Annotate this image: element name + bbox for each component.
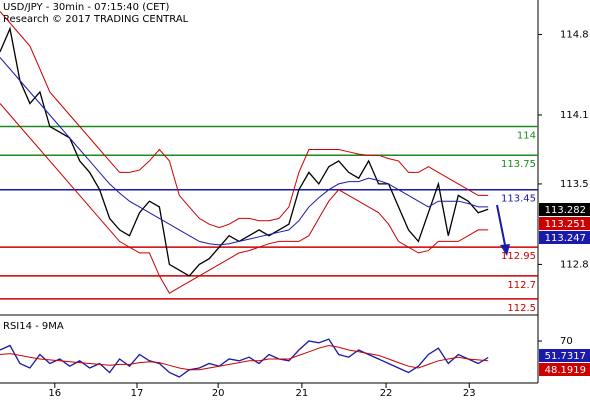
y-tick-label: 70 [560, 336, 573, 347]
level-label: 112.5 [507, 303, 536, 314]
x-tick-label: 23 [463, 388, 476, 399]
price-box-label: 48.1919 [545, 365, 586, 376]
series-line [0, 344, 489, 371]
price-box-label: 113.251 [545, 219, 586, 230]
price-box [539, 363, 590, 376]
series-line [0, 57, 489, 246]
level-label: 114 [517, 130, 536, 141]
level-label: 112.95 [501, 251, 536, 262]
rsi-title: RSI14 - 9MA [3, 321, 64, 332]
price-box-label: 113.247 [545, 233, 586, 244]
series-line [0, 103, 489, 294]
series-line [0, 338, 489, 378]
price-box [539, 231, 590, 244]
chart-title: USD/JPY - 30min - 07:15:40 (CET) [3, 2, 170, 13]
level-label: 113.75 [501, 159, 536, 170]
y-tick-label: 112.8 [560, 259, 589, 270]
chart-subtitle: Research © 2017 TRADING CENTRAL [3, 14, 189, 25]
level-label: 112.7 [507, 280, 536, 291]
price-box-label: 113.282 [545, 205, 586, 216]
y-tick-label: 114.1 [560, 110, 589, 121]
x-tick-label: 20 [212, 388, 225, 399]
x-tick-label: 22 [380, 388, 393, 399]
y-tick-label: 113.5 [560, 179, 589, 190]
price-box-label: 51.7317 [545, 351, 586, 362]
x-tick-label: 21 [296, 388, 309, 399]
price-box [539, 203, 590, 216]
level-label: 113.45 [501, 194, 536, 205]
series-line [0, 11, 489, 229]
forecast-arrow [496, 204, 510, 256]
y-tick-label: 114.8 [560, 29, 589, 40]
price-box [539, 217, 590, 230]
x-tick-label: 17 [131, 388, 144, 399]
price-box [539, 349, 590, 362]
x-tick-label: 16 [48, 388, 61, 399]
series-line [0, 26, 489, 277]
